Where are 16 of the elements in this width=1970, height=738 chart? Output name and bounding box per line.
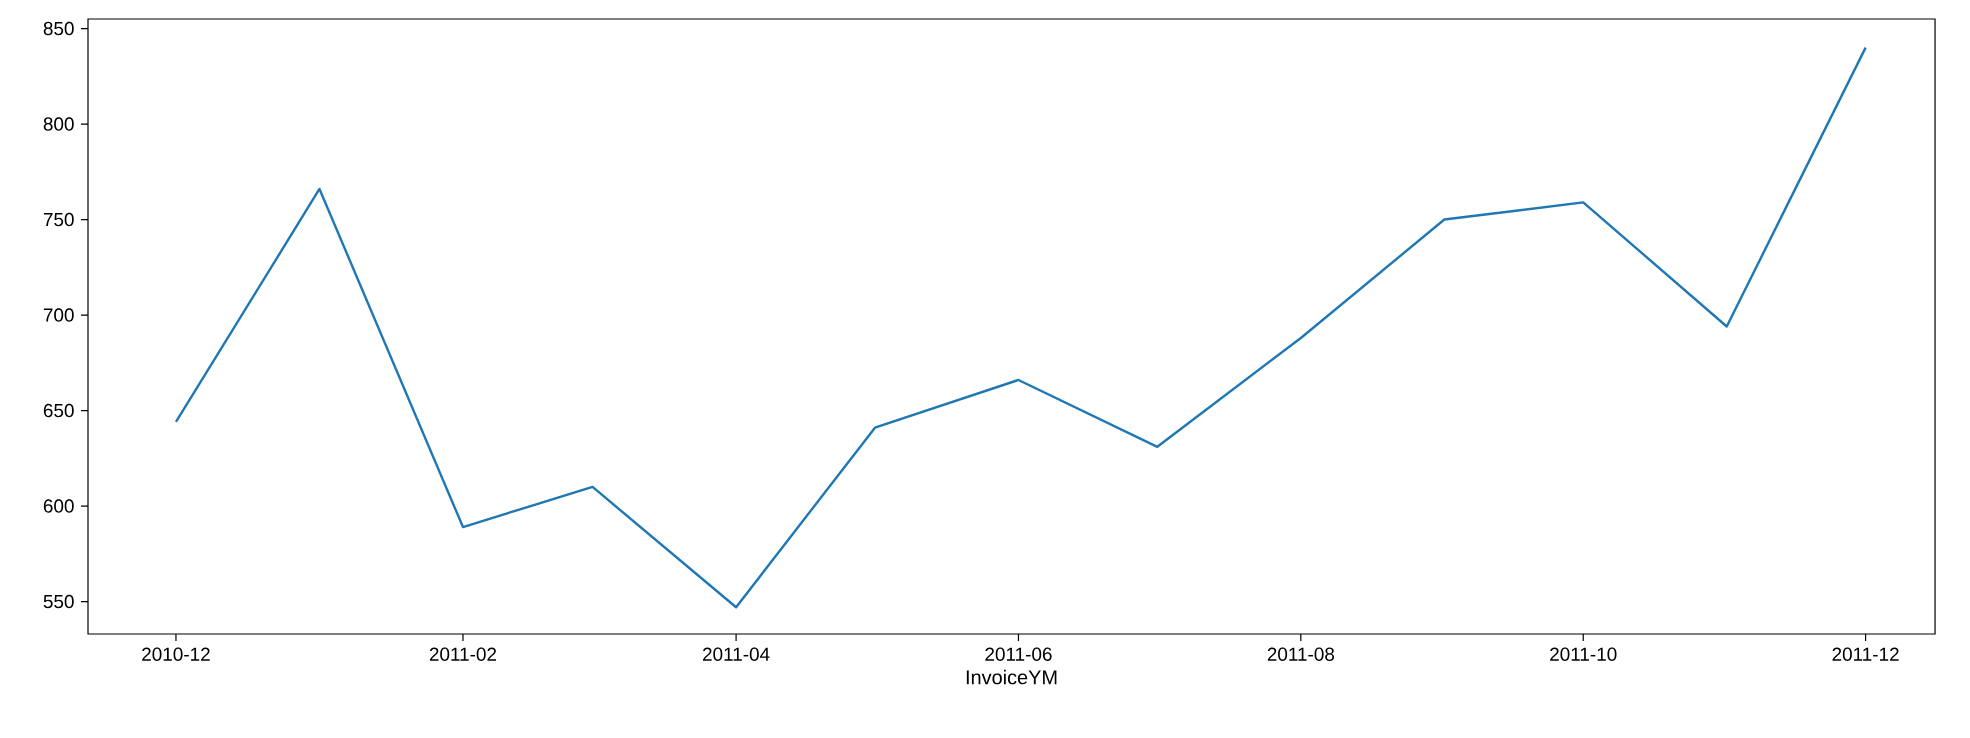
x-tick-label: 2011-04 xyxy=(703,647,770,661)
x-axis-title: InvoiceYM xyxy=(966,669,1057,685)
x-tick-label: 2011-06 xyxy=(985,647,1052,661)
y-tick-label: 600 xyxy=(43,499,74,513)
x-tick-label: 2011-02 xyxy=(429,647,497,661)
x-tick-label: 2010-12 xyxy=(142,647,210,661)
x-tick-label: 2011-12 xyxy=(1832,647,1899,661)
y-tick-label: 750 xyxy=(43,212,74,227)
y-tick-label: 800 xyxy=(43,117,74,131)
y-tick-label: 650 xyxy=(43,403,74,418)
x-tick-label: 2011-08 xyxy=(1267,647,1335,661)
y-tick-label: 700 xyxy=(43,308,74,322)
line-series xyxy=(174,46,1867,609)
y-tick-label: 550 xyxy=(43,594,74,609)
x-tick-label: 2011-10 xyxy=(1550,647,1617,661)
y-tick-label: 850 xyxy=(43,21,74,36)
